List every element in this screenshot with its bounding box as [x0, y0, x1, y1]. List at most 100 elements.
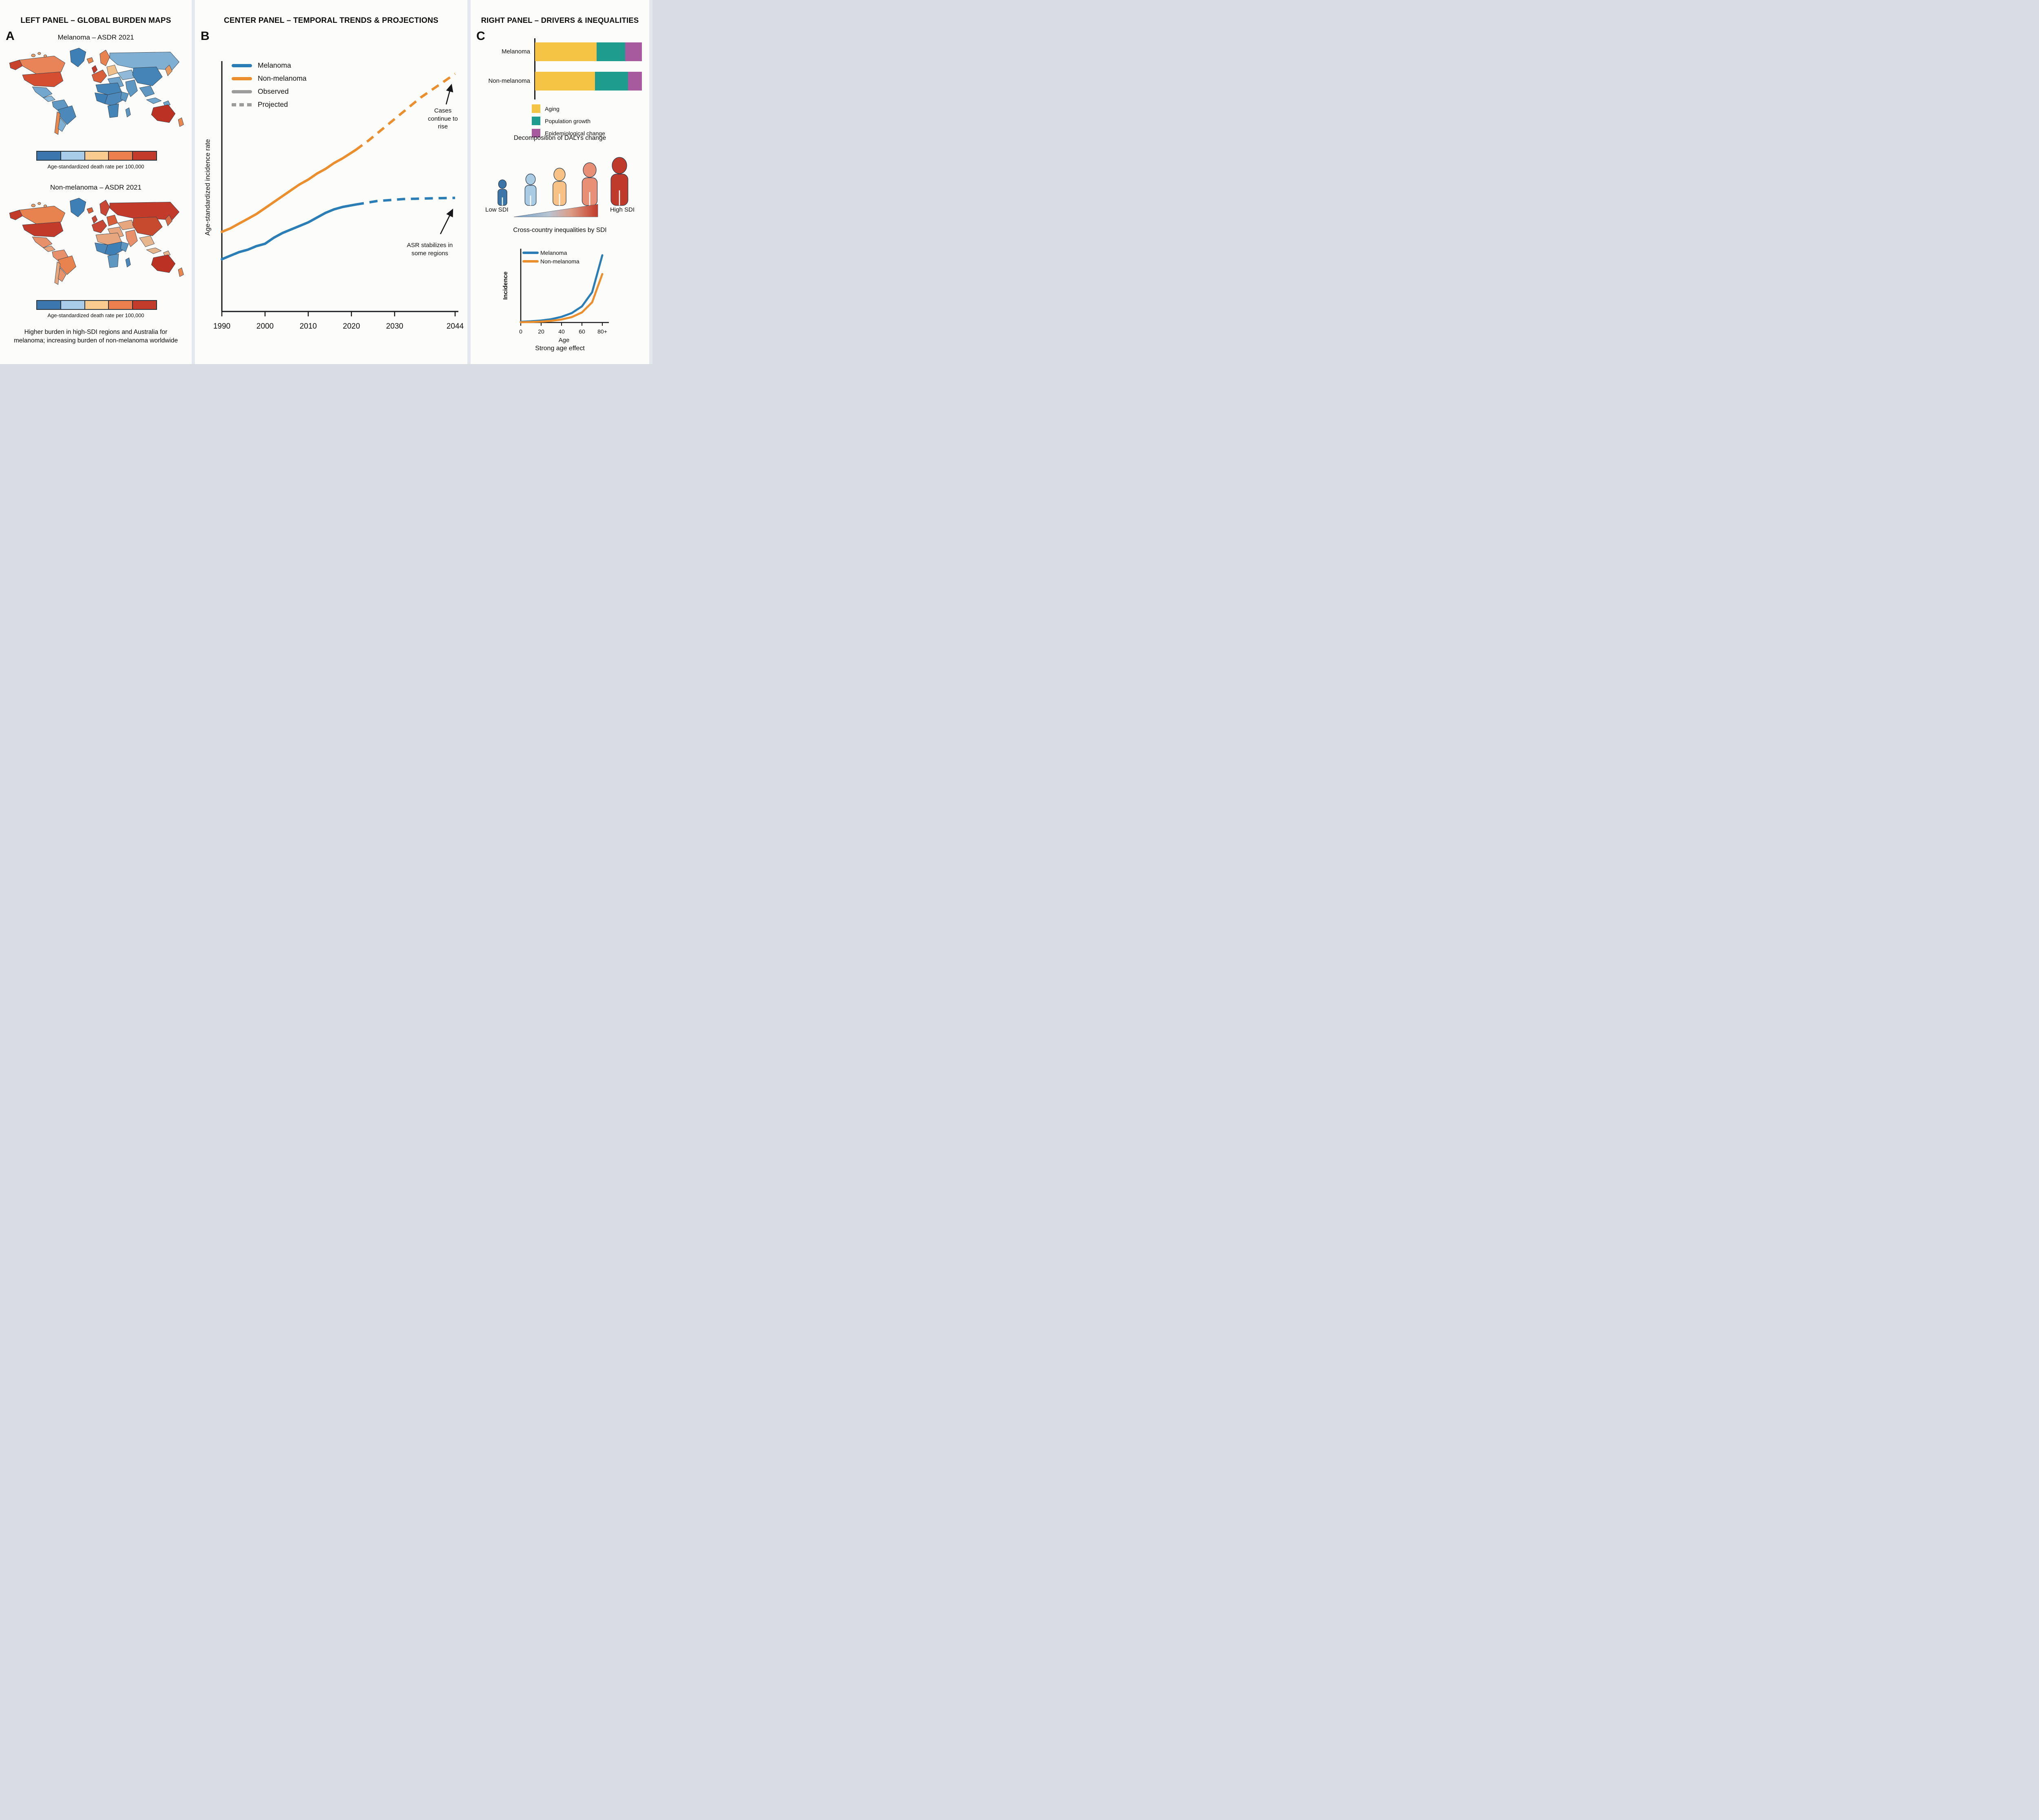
sdi-person-icon-1: [498, 179, 507, 206]
map-region-usa: [22, 71, 64, 87]
map-region-weurope: [91, 220, 107, 233]
left-panel-title: LEFT PANEL – GLOBAL BURDEN MAPS: [20, 16, 171, 25]
map-region-africa_s: [107, 253, 119, 268]
trend-legend-sample: [232, 64, 252, 67]
decomposition-legend-swatch: [532, 104, 540, 113]
decomposition-legend-label: Aging: [545, 105, 560, 112]
trend-legend-label: Melanoma: [258, 61, 291, 69]
series-observed-non-melanoma: [221, 148, 357, 233]
sdi-person-icon-4: [582, 162, 598, 206]
center-panel: CENTER PANEL – TEMPORAL TRENDS & PROJECT…: [195, 0, 467, 364]
x-tick-label: 2010: [300, 322, 317, 331]
sdi-gradient-wedge: [513, 204, 598, 217]
bar-segment-population-growth: [595, 72, 628, 91]
map-region-eeurope: [106, 64, 118, 76]
trend-legend: Melanoma Non-melanoma Observed Projected: [232, 61, 307, 113]
decomposition-legend-label: Population growth: [545, 117, 591, 124]
trend-legend-item: Projected: [232, 100, 307, 109]
melanoma-map-title: Melanoma – ASDR 2021: [57, 33, 134, 41]
age-x-axis-label: Age: [559, 337, 570, 343]
map-region-arctic1: [31, 54, 35, 57]
map-region-mexico: [32, 86, 53, 98]
map-region-iceland: [86, 57, 94, 64]
map-region-seasia: [139, 236, 155, 247]
colorbar-cell: [85, 301, 109, 309]
map-region-sa_south: [58, 117, 66, 132]
trend-legend-label: Projected: [258, 100, 288, 108]
map-region-indonesia: [146, 97, 162, 104]
map-region-arctic3: [43, 54, 47, 57]
trend-legend-label: Observed: [258, 87, 289, 95]
panel-b-label: B: [201, 29, 210, 43]
map-region-sa_south: [58, 267, 66, 282]
panel-c-label: C: [476, 29, 485, 43]
map-region-scandinavia: [100, 200, 110, 216]
series-projected-non-melanoma: [355, 73, 456, 151]
decomposition-legend-item: Population growth: [532, 117, 605, 125]
age-legend-label: Non-melanoma: [540, 258, 579, 265]
age-x-tick-label: 80+: [597, 328, 607, 335]
high-sdi-label: High SDI: [610, 206, 635, 213]
sdi-person-icon-2: [524, 173, 537, 206]
trend-legend-sample: [232, 77, 252, 80]
series-projected-melanoma: [355, 197, 456, 206]
bar-segment-epidemiological-change: [628, 72, 642, 91]
x-tick-label: 2044: [447, 322, 464, 331]
decomposition-caption: Decomposition of DALYs change: [513, 135, 606, 141]
decomposition-legend-swatch: [532, 129, 540, 137]
map-region-alaska: [9, 60, 23, 70]
map-region-australia: [151, 254, 176, 273]
trend-legend-sample: [232, 103, 252, 106]
map-region-canada: [19, 55, 65, 74]
series-observed-melanoma: [221, 203, 357, 261]
bar-segment-population-growth: [596, 42, 625, 61]
sdi-wedge-shape: [513, 204, 598, 217]
map-region-arctic1: [31, 204, 35, 208]
map-region-chile: [54, 261, 60, 285]
age-x-tick-label: 40: [558, 328, 565, 335]
arrow-cases-rise: [445, 84, 453, 105]
map-region-madagascar: [125, 107, 131, 117]
trend-legend-item: Non-melanoma: [232, 74, 307, 83]
map-region-camerica: [43, 95, 55, 102]
colorbar-cell: [133, 301, 156, 309]
map-region-arctic3: [43, 204, 47, 208]
decomposition-legend-item: Epidemiological change: [532, 129, 605, 137]
right-panel-title: RIGHT PANEL – DRIVERS & INEQUALITIES: [481, 16, 639, 25]
stacked-bar-non-melanoma: [535, 72, 642, 91]
colorbar-cell: [109, 152, 133, 160]
map-region-uk: [91, 215, 98, 224]
trend-legend-sample: [232, 90, 252, 93]
colorbar-cell: [133, 152, 156, 160]
map-region-greenland: [70, 198, 86, 217]
map-region-camerica: [43, 245, 55, 252]
age-x-tick-label: 0: [519, 328, 522, 335]
x-tick-label: 2020: [343, 322, 360, 331]
map-region-iceland: [86, 207, 94, 214]
x-tick-label: 1990: [213, 322, 230, 331]
trend-legend-item: Melanoma: [232, 61, 307, 70]
map-region-china: [132, 66, 163, 86]
bar-segment-epidemiological-change: [625, 42, 642, 61]
map-region-canada: [19, 205, 65, 224]
map-region-scandinavia: [100, 50, 110, 66]
age-x-tick-label: 20: [538, 328, 544, 335]
bar-row-label: Non-melanoma: [488, 77, 530, 84]
trend-y-axis-label: Age-standardized incidence rate: [204, 139, 212, 236]
decomposition-axis: [534, 38, 535, 99]
decomposition-legend-swatch: [532, 117, 540, 125]
colorbar-cell: [109, 301, 133, 309]
figure-canvas: LEFT PANEL – GLOBAL BURDEN MAPS A Melano…: [0, 0, 652, 364]
map-region-weurope: [91, 70, 107, 83]
right-panel: RIGHT PANEL – DRIVERS & INEQUALITIES C M…: [471, 0, 649, 364]
non-melanoma-map-title: Non-melanoma – ASDR 2021: [50, 183, 142, 191]
sdi-person-icon-5: [610, 157, 628, 206]
trend-legend-item: Observed: [232, 87, 307, 96]
age-effect-caption: Strong age effect: [535, 345, 585, 352]
bar-segment-aging: [535, 42, 597, 61]
colorbar-cell: [37, 301, 61, 309]
low-sdi-label: Low SDI: [485, 206, 509, 213]
colorbar-non-melanoma-label: Age-standardized death rate per 100,000: [47, 312, 144, 318]
age-y-axis-label: Incidence: [502, 272, 509, 300]
bar-segment-aging: [535, 72, 595, 91]
